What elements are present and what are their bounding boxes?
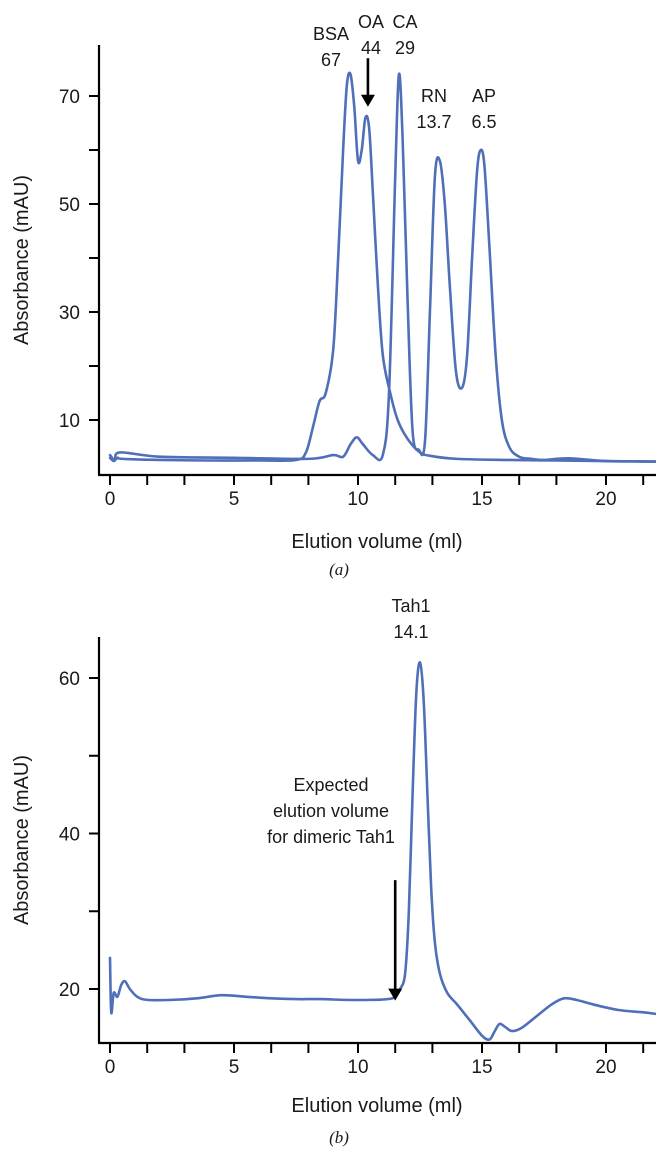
y-tick-label: 20 bbox=[59, 980, 80, 1001]
x-tick-label: 10 bbox=[347, 1057, 368, 1078]
panel-a-annotations: BSA 67 OA 44 CA 29 RN 13.7 AP 6.5 bbox=[313, 12, 497, 132]
expected-label-line3: for dimeric Tah1 bbox=[267, 827, 395, 847]
y-axis-title: Absorbance (mAU) bbox=[11, 175, 33, 345]
panel-b-trace-1 bbox=[108, 661, 656, 1041]
panel-a-arrow-head bbox=[360, 94, 375, 107]
panel-a-series bbox=[108, 58, 656, 463]
x-axis-title: Elution volume (ml) bbox=[291, 531, 462, 553]
x-tick-label: 15 bbox=[471, 489, 492, 510]
y-tick-label: 40 bbox=[59, 825, 80, 846]
y-tick-label: 30 bbox=[59, 303, 80, 324]
x-tick-label: 0 bbox=[105, 489, 116, 510]
annot-ap-name: AP bbox=[472, 86, 496, 106]
annot-oa-mw: 44 bbox=[361, 38, 381, 58]
annot-rn-mw: 13.7 bbox=[416, 112, 451, 132]
panel-a: 0 5 10 15 20 10 30 50 70 Elution volume (ml) Absor… bbox=[11, 12, 656, 579]
x-tick-label: 5 bbox=[229, 489, 240, 510]
x-tick-label: 20 bbox=[595, 1057, 616, 1078]
expected-label-line2: elution volume bbox=[273, 801, 389, 821]
panel-b-arrow-head bbox=[388, 988, 403, 1001]
x-tick-label: 10 bbox=[347, 489, 368, 510]
x-tick-label: 20 bbox=[595, 489, 616, 510]
annot-oa-name: OA bbox=[358, 12, 384, 32]
annot-ap-mw: 6.5 bbox=[471, 112, 496, 132]
panel-a-axes: 0 5 10 15 20 10 30 50 70 Elution volume (ml) Absor… bbox=[11, 45, 656, 553]
y-tick-label: 70 bbox=[59, 87, 80, 108]
panel-a-trace-1 bbox=[108, 71, 656, 463]
annot-bsa-mw: 67 bbox=[321, 50, 341, 70]
annot-tah1-name: Tah1 bbox=[391, 596, 430, 616]
panel-b-axes: 0 5 10 15 20 20 40 60 Elution volume (ml) Absorba… bbox=[11, 637, 656, 1117]
annot-tah1-mw: 14.1 bbox=[393, 622, 428, 642]
y-tick-label: 10 bbox=[59, 411, 80, 432]
x-tick-label: 5 bbox=[229, 1057, 240, 1078]
y-tick-label: 60 bbox=[59, 669, 80, 690]
panel-b-series bbox=[108, 661, 656, 1041]
x-axis-title: Elution volume (ml) bbox=[291, 1095, 462, 1117]
panel-b-label: (b) bbox=[329, 1128, 349, 1147]
panel-a-trace-2 bbox=[108, 72, 656, 463]
x-tick-label: 0 bbox=[105, 1057, 116, 1078]
panel-a-label: (a) bbox=[329, 560, 349, 579]
annot-rn-name: RN bbox=[421, 86, 447, 106]
annot-ca-mw: 29 bbox=[395, 38, 415, 58]
y-tick-label: 50 bbox=[59, 195, 80, 216]
annot-bsa-name: BSA bbox=[313, 24, 349, 44]
annot-ca-name: CA bbox=[392, 12, 417, 32]
y-axis-title: Absorbance (mAU) bbox=[11, 755, 33, 925]
panel-b-annotations: Tah1 14.1 Expected elution volume for di… bbox=[267, 596, 430, 847]
x-tick-label: 15 bbox=[471, 1057, 492, 1078]
panel-b: 0 5 10 15 20 20 40 60 Elution volume (ml) Absorba… bbox=[11, 596, 656, 1147]
expected-label-line1: Expected bbox=[293, 775, 368, 795]
